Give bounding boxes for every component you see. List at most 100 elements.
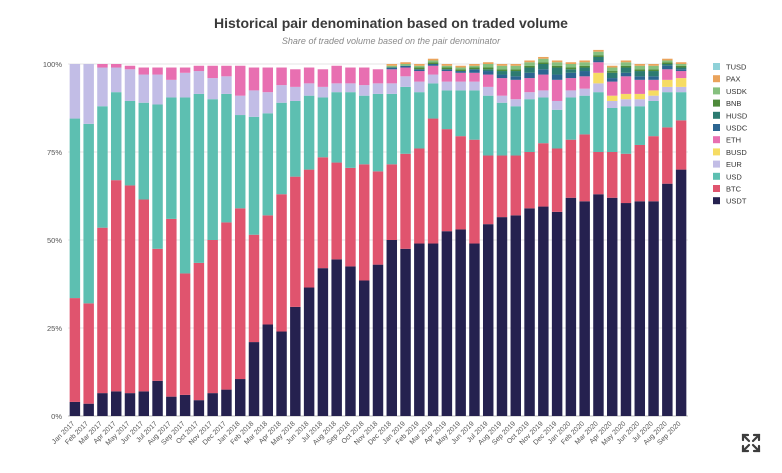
bar-segment-pax[interactable] — [565, 62, 577, 64]
bar-segment-btc[interactable] — [124, 185, 136, 394]
legend-item-usdk[interactable]: USDK — [713, 87, 747, 96]
bar-segment-usdt[interactable] — [606, 197, 618, 416]
bar-segment-btc[interactable] — [648, 136, 659, 202]
bar-segment-bnb[interactable] — [648, 69, 659, 72]
bar-segment-pax[interactable] — [551, 60, 563, 63]
bar-segment-pax[interactable] — [634, 64, 646, 66]
legend-item-usdt[interactable]: USDT — [713, 197, 747, 206]
bar-segment-usd[interactable] — [606, 108, 618, 152]
bar-segment-eth[interactable] — [317, 69, 329, 87]
bar-segment-husd[interactable] — [524, 67, 535, 73]
bar-segment-bnb[interactable] — [565, 67, 577, 70]
bar-segment-btc[interactable] — [69, 298, 81, 402]
bar-segment-usdt[interactable] — [482, 224, 494, 416]
bar-segment-usdt[interactable] — [193, 400, 205, 416]
legend-item-husd[interactable]: HUSD — [713, 111, 748, 120]
bar-segment-btc[interactable] — [234, 208, 246, 380]
bar-segment-usd[interactable] — [648, 100, 659, 137]
bar-segment-usdk[interactable] — [662, 60, 673, 63]
bar-segment-btc[interactable] — [551, 148, 563, 212]
bar-segment-eur[interactable] — [358, 85, 370, 96]
bar-segment-btc[interactable] — [579, 134, 590, 202]
bar-segment-usd[interactable] — [248, 116, 260, 235]
bar-segment-eth[interactable] — [455, 72, 466, 82]
bar-segment-usdc[interactable] — [634, 76, 646, 80]
bar-segment-bnb[interactable] — [620, 65, 632, 68]
bar-segment-usdt[interactable] — [248, 342, 260, 416]
bar-segment-usd[interactable] — [469, 90, 480, 140]
bar-segment-btc[interactable] — [193, 262, 205, 401]
bar-segment-eur[interactable] — [179, 72, 191, 98]
bar-segment-usdt[interactable] — [234, 379, 246, 416]
legend-item-usdc[interactable]: USDC — [713, 124, 748, 133]
bar-segment-eth[interactable] — [124, 65, 136, 70]
bar-segment-usdt[interactable] — [83, 403, 94, 416]
bar-segment-busd[interactable] — [620, 93, 632, 100]
bar-segment-eur[interactable] — [345, 83, 356, 93]
bar-segment-usdc[interactable] — [662, 65, 673, 70]
bar-segment-usdt[interactable] — [675, 169, 687, 416]
bar-segment-usd[interactable] — [331, 92, 342, 163]
bar-segment-usdt[interactable] — [593, 194, 604, 416]
bar-segment-eth[interactable] — [675, 71, 687, 79]
bar-segment-usdt[interactable] — [538, 206, 549, 416]
bar-segment-eur[interactable] — [110, 67, 122, 93]
bar-segment-btc[interactable] — [441, 129, 453, 232]
bar-segment-usdt[interactable] — [551, 211, 563, 416]
bar-segment-husd[interactable] — [620, 67, 632, 73]
bar-segment-usdt[interactable] — [620, 203, 632, 416]
bar-segment-husd[interactable] — [634, 71, 646, 77]
bar-segment-eur[interactable] — [83, 64, 94, 124]
bar-segment-btc[interactable] — [179, 273, 191, 395]
bar-segment-busd[interactable] — [606, 95, 618, 101]
bar-segment-eur[interactable] — [565, 90, 577, 98]
bar-segment-usdk[interactable] — [593, 51, 604, 56]
bar-segment-usdc[interactable] — [606, 78, 618, 82]
bar-segment-usdk[interactable] — [482, 64, 494, 68]
bar-segment-eur[interactable] — [579, 88, 590, 96]
bar-segment-eth[interactable] — [593, 62, 604, 73]
bar-segment-usd[interactable] — [193, 93, 205, 263]
bar-segment-usdc[interactable] — [414, 69, 425, 72]
bar-segment-bnb[interactable] — [675, 65, 687, 68]
bar-segment-usdt[interactable] — [455, 229, 466, 416]
bar-segment-usdc[interactable] — [538, 69, 549, 75]
bar-segment-usd[interactable] — [234, 115, 246, 209]
bar-segment-bnb[interactable] — [524, 65, 535, 68]
bar-segment-eth[interactable] — [606, 81, 618, 96]
bar-segment-eth[interactable] — [358, 67, 370, 86]
bar-segment-eth[interactable] — [400, 67, 411, 77]
bar-segment-usdt[interactable] — [662, 183, 673, 416]
bar-segment-btc[interactable] — [372, 171, 384, 265]
bar-segment-eur[interactable] — [662, 86, 673, 93]
bar-segment-eur[interactable] — [166, 79, 177, 98]
bar-segment-usdt[interactable] — [152, 380, 163, 416]
bar-segment-usdk[interactable] — [386, 65, 398, 68]
bar-segment-usdc[interactable] — [675, 69, 687, 72]
bar-segment-eth[interactable] — [193, 65, 205, 72]
bar-segment-usdc[interactable] — [469, 69, 480, 73]
bar-segment-eth[interactable] — [524, 78, 535, 93]
bar-segment-usdc[interactable] — [427, 64, 439, 66]
bar-segment-btc[interactable] — [303, 169, 315, 288]
bar-segment-btc[interactable] — [248, 234, 260, 343]
bar-segment-eth[interactable] — [179, 67, 191, 73]
bar-segment-usdc[interactable] — [524, 72, 535, 79]
bar-segment-usd[interactable] — [565, 97, 577, 140]
bar-segment-usd[interactable] — [482, 95, 494, 156]
bar-segment-pax[interactable] — [469, 64, 480, 66]
bar-segment-btc[interactable] — [606, 152, 618, 198]
bar-segment-husd[interactable] — [662, 64, 673, 66]
bar-segment-eur[interactable] — [400, 76, 411, 87]
bar-segment-eth[interactable] — [221, 65, 232, 77]
bar-segment-usd[interactable] — [221, 93, 232, 223]
bar-segment-bnb[interactable] — [593, 55, 604, 57]
bar-segment-usd[interactable] — [510, 106, 522, 156]
bar-segment-eur[interactable] — [496, 95, 508, 103]
bar-segment-bnb[interactable] — [496, 69, 508, 72]
bar-segment-btc[interactable] — [358, 164, 370, 281]
bar-segment-btc[interactable] — [469, 139, 480, 244]
bar-segment-btc[interactable] — [345, 167, 356, 267]
bar-segment-eur[interactable] — [138, 74, 150, 103]
bar-segment-usdk[interactable] — [620, 62, 632, 66]
